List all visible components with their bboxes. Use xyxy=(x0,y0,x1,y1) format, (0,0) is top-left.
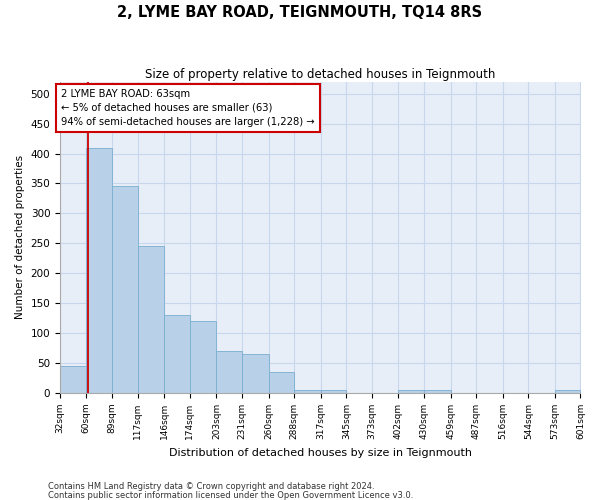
Bar xyxy=(164,315,190,393)
Title: Size of property relative to detached houses in Teignmouth: Size of property relative to detached ho… xyxy=(145,68,496,80)
Text: Contains public sector information licensed under the Open Government Licence v3: Contains public sector information licen… xyxy=(48,490,413,500)
Bar xyxy=(424,390,451,393)
Bar xyxy=(398,390,424,393)
X-axis label: Distribution of detached houses by size in Teignmouth: Distribution of detached houses by size … xyxy=(169,448,472,458)
Bar xyxy=(217,351,242,393)
Bar xyxy=(86,148,112,393)
Text: 2, LYME BAY ROAD, TEIGNMOUTH, TQ14 8RS: 2, LYME BAY ROAD, TEIGNMOUTH, TQ14 8RS xyxy=(118,5,482,20)
Bar xyxy=(321,390,346,393)
Bar xyxy=(112,186,138,393)
Bar xyxy=(60,366,86,393)
Bar xyxy=(242,354,269,393)
Y-axis label: Number of detached properties: Number of detached properties xyxy=(15,156,25,320)
Text: Contains HM Land Registry data © Crown copyright and database right 2024.: Contains HM Land Registry data © Crown c… xyxy=(48,482,374,491)
Bar xyxy=(190,321,217,393)
Bar xyxy=(294,390,321,393)
Bar xyxy=(138,246,164,393)
Text: 2 LYME BAY ROAD: 63sqm
← 5% of detached houses are smaller (63)
94% of semi-deta: 2 LYME BAY ROAD: 63sqm ← 5% of detached … xyxy=(61,89,314,127)
Bar xyxy=(269,372,294,393)
Bar xyxy=(555,390,580,393)
